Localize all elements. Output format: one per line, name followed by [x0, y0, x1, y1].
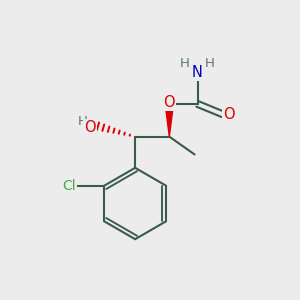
Polygon shape	[165, 104, 173, 136]
Text: H: H	[205, 57, 215, 70]
Text: Cl: Cl	[62, 179, 76, 193]
Text: H: H	[180, 57, 190, 70]
Text: O: O	[84, 120, 95, 135]
Text: N: N	[192, 65, 203, 80]
Text: O: O	[164, 95, 175, 110]
Text: H: H	[78, 115, 88, 128]
Text: O: O	[224, 107, 235, 122]
